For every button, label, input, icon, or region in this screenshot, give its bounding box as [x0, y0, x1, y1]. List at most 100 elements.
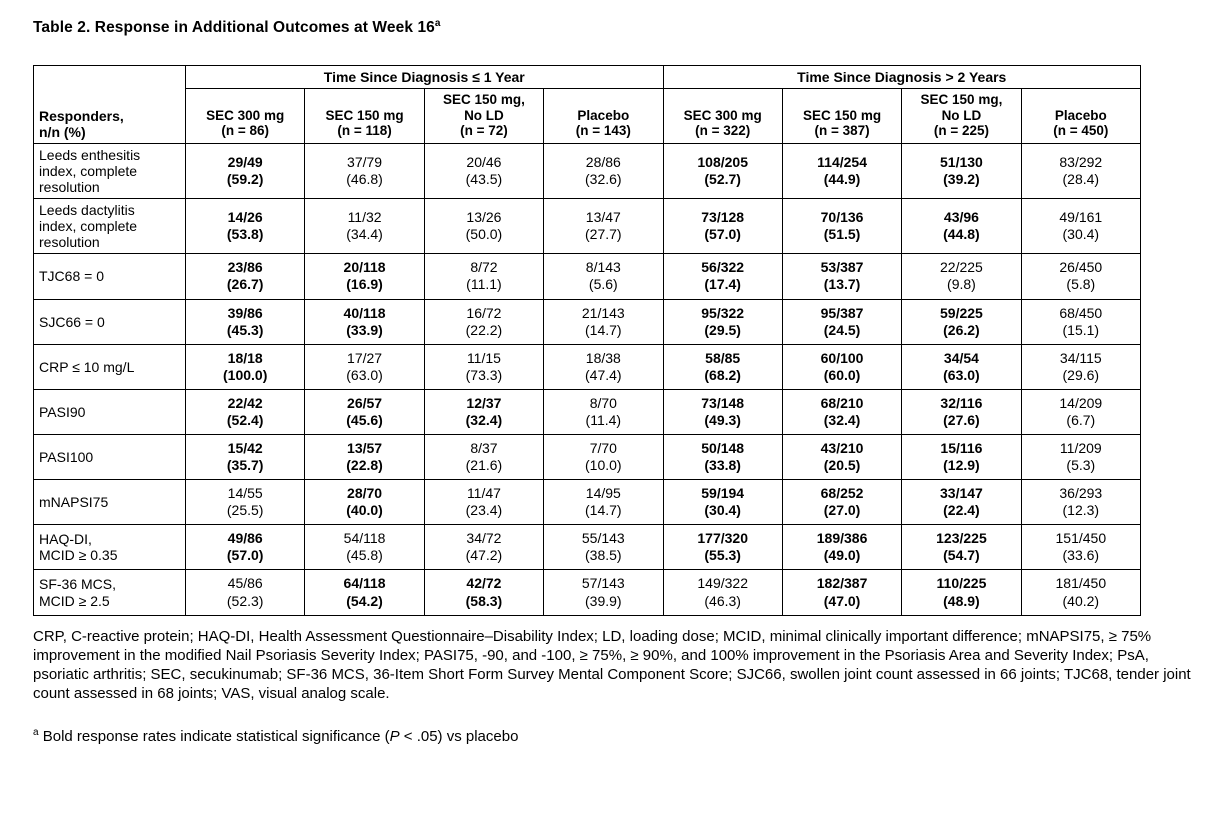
result-cell: 14/26 (53.8) [184, 198, 306, 255]
column-header: SEC 300 mg (n = 322) [662, 88, 783, 144]
column-header-label: SEC 150 mg [803, 107, 882, 123]
result-cell: 177/320 (55.3) [662, 524, 783, 571]
result-cell: 8/72 (11.1) [423, 253, 545, 300]
result-percentage: (11.1) [466, 276, 502, 293]
result-percentage: (52.3) [226, 592, 264, 609]
column-header-label: SEC 150 mg, [920, 92, 1003, 108]
result-fraction: 39/86 [227, 304, 263, 321]
result-fraction: 114/254 [817, 153, 867, 170]
group-header-gt2years: Time Since Diagnosis > 2 Years [662, 65, 1141, 90]
result-cell: 56/322 (17.4) [662, 253, 783, 300]
result-percentage: (12.3) [1062, 502, 1100, 519]
column-header-n: (n = 143) [575, 123, 631, 139]
table-title-text: Table 2. Response in Additional Outcomes… [33, 19, 435, 37]
result-fraction: 20/118 [343, 259, 386, 276]
column-header-label: SEC 150 mg, [443, 92, 525, 108]
result-percentage: (57.0) [704, 226, 741, 243]
result-fraction: 70/136 [820, 209, 864, 226]
result-fraction: 8/70 [589, 394, 617, 411]
abbreviations-note: CRP, C-reactive protein; HAQ-DI, Health … [33, 627, 1191, 702]
result-cell: 34/72 (47.2) [423, 524, 545, 571]
column-header-label: No LD [464, 107, 504, 123]
result-cell: 39/86 (45.3) [184, 298, 306, 345]
result-fraction: 16/72 [466, 304, 502, 321]
result-percentage: (45.3) [226, 321, 264, 338]
result-cell: 45/86 (52.3) [184, 569, 306, 616]
result-percentage: (16.9) [346, 276, 383, 293]
result-percentage: (25.5) [226, 502, 264, 519]
result-fraction: 26/57 [347, 394, 383, 411]
result-fraction: 32/116 [940, 394, 983, 411]
row-label: mNAPSI75 [33, 479, 186, 526]
result-cell: 83/292 (28.4) [1020, 142, 1142, 200]
result-cell: 60/100 (60.0) [781, 343, 903, 390]
result-fraction: 42/72 [466, 575, 502, 592]
result-percentage: (33.8) [704, 457, 741, 474]
result-percentage: (30.4) [704, 502, 741, 519]
result-cell: 64/118 (54.2) [304, 569, 425, 616]
result-fraction: 13/57 [347, 439, 383, 456]
result-percentage: (6.7) [1066, 411, 1096, 428]
table-row: HAQ-DI, MCID ≥ 0.35 49/86 (57.0) 54/118 (45.… [33, 524, 1142, 571]
table-row: TJC68 = 0 23/86 (26.7) 20/118 (16.9) 8/72 (11.… [33, 253, 1142, 300]
responders-header: Responders, n/n (%) [33, 65, 186, 144]
result-fraction: 11/15 [466, 349, 501, 366]
result-fraction: 13/26 [466, 209, 502, 226]
result-fraction: 55/143 [581, 530, 625, 547]
result-percentage: (5.6) [588, 276, 618, 293]
result-percentage: (5.8) [1066, 276, 1096, 293]
row-label: PASI100 [33, 433, 186, 481]
result-percentage: (40.2) [1062, 592, 1100, 609]
result-cell: 54/118 (45.8) [304, 524, 425, 571]
result-fraction: 29/49 [227, 153, 263, 170]
result-percentage: (49.3) [704, 411, 741, 428]
result-fraction: 18/38 [585, 349, 621, 366]
result-fraction: 28/70 [347, 485, 383, 502]
result-cell: 189/386 (49.0) [781, 524, 903, 571]
column-header-label: SEC 300 mg [206, 107, 285, 123]
result-fraction: 13/47 [585, 209, 621, 226]
result-cell: 16/72 (22.2) [423, 298, 545, 345]
result-fraction: 59/225 [940, 304, 983, 321]
result-fraction: 95/322 [701, 304, 745, 321]
result-fraction: 34/115 [1059, 349, 1102, 366]
column-header: SEC 150 mg (n = 387) [781, 88, 903, 144]
result-percentage: (63.0) [346, 366, 383, 383]
result-cell: 114/254 (44.9) [781, 142, 903, 200]
result-cell: 17/27 (63.0) [304, 343, 425, 390]
result-cell: 13/57 (22.8) [304, 433, 425, 481]
table-title: Table 2. Response in Additional Outcomes… [33, 18, 1190, 37]
result-cell: 50/148 (33.8) [662, 433, 783, 481]
result-percentage: (39.2) [943, 170, 980, 187]
result-cell: 53/387 (13.7) [781, 253, 903, 300]
result-percentage: (32.4) [465, 411, 503, 428]
result-fraction: 14/209 [1059, 394, 1103, 411]
result-cell: 11/209 (5.3) [1020, 433, 1142, 481]
result-cell: 110/225 (48.9) [901, 569, 1022, 616]
result-percentage: (26.7) [226, 276, 264, 293]
result-percentage: (23.4) [465, 502, 503, 519]
result-fraction: 45/86 [227, 575, 263, 592]
column-header-n: (n = 225) [933, 123, 990, 139]
significance-text-after: < .05) vs placebo [399, 727, 519, 745]
result-fraction: 14/26 [227, 209, 263, 226]
column-header-label: No LD [941, 107, 982, 123]
result-fraction: 108/205 [697, 153, 748, 170]
result-cell: 181/450 (40.2) [1020, 569, 1142, 616]
result-cell: 11/47 (23.4) [423, 479, 545, 526]
result-cell: 18/18 (100.0) [184, 343, 306, 390]
row-label: CRP ≤ 10 mg/L [33, 343, 186, 390]
result-cell: 151/450 (33.6) [1020, 524, 1142, 571]
result-percentage: (17.4) [704, 276, 741, 293]
result-percentage: (38.5) [585, 547, 622, 564]
result-percentage: (53.8) [226, 226, 264, 243]
result-cell: 70/136 (51.5) [781, 198, 903, 255]
column-header-n: (n = 450) [1053, 123, 1109, 139]
result-fraction: 56/322 [701, 259, 745, 276]
result-cell: 57/143 (39.9) [543, 569, 664, 616]
result-fraction: 64/118 [343, 575, 386, 592]
result-percentage: (12.9) [943, 457, 980, 474]
result-fraction: 36/293 [1059, 485, 1103, 502]
result-fraction: 149/322 [697, 575, 748, 592]
result-percentage: (33.9) [346, 321, 383, 338]
